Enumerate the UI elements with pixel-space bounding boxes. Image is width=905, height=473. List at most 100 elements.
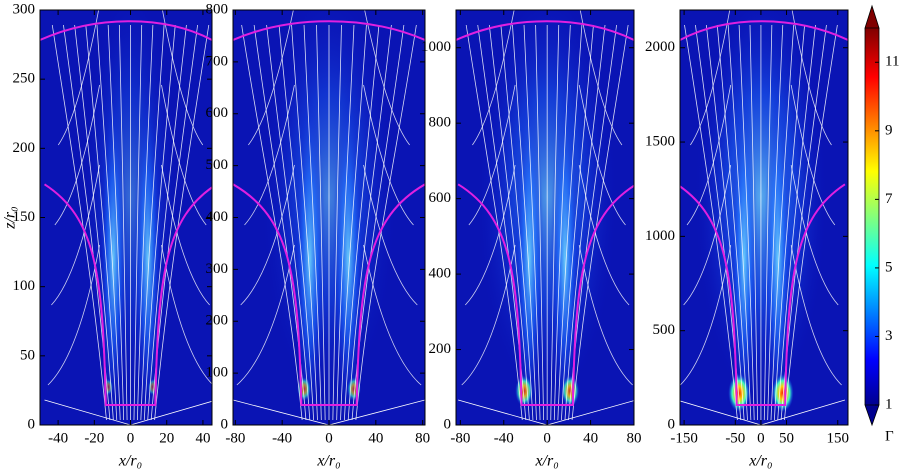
x-tick-label: 80 bbox=[627, 430, 642, 446]
streamline bbox=[578, 164, 630, 306]
streamline bbox=[240, 164, 295, 306]
streamline bbox=[266, 24, 311, 421]
y-tick-label: 100 bbox=[206, 365, 229, 381]
x-tick-label: 50 bbox=[779, 430, 794, 446]
streamline bbox=[355, 24, 417, 421]
streamline bbox=[107, 24, 125, 421]
streamline bbox=[147, 24, 187, 421]
streamline bbox=[547, 400, 634, 425]
x-axis-label: x/r₀ bbox=[748, 453, 772, 470]
colorbar-frame bbox=[864, 28, 880, 405]
streamline bbox=[770, 24, 795, 421]
colorbar-tick-label: 7 bbox=[885, 191, 893, 207]
jet-arm bbox=[99, 93, 128, 425]
x-tick-label: 0 bbox=[325, 430, 333, 446]
x-tick-label: 150 bbox=[827, 430, 850, 446]
colorbar-tick-label: 9 bbox=[885, 122, 893, 138]
axes-frame bbox=[455, 9, 635, 426]
y-tick-label: 600 bbox=[429, 190, 452, 206]
streamline bbox=[749, 24, 758, 421]
streamline bbox=[236, 244, 295, 386]
streamline bbox=[154, 24, 210, 421]
colorbar-extend bbox=[864, 4, 880, 29]
streamline bbox=[488, 24, 530, 421]
streamline bbox=[137, 24, 154, 421]
y-tick-label: 1000 bbox=[421, 39, 451, 55]
streamline bbox=[51, 164, 100, 306]
colorbar-tick-label: 3 bbox=[885, 328, 893, 344]
streamline bbox=[54, 84, 100, 226]
y-tick-label: 400 bbox=[206, 209, 229, 225]
x-tick-label: 80 bbox=[415, 430, 430, 446]
streamline bbox=[523, 24, 541, 421]
y-tick-label: 700 bbox=[206, 53, 229, 69]
streamline bbox=[784, 24, 838, 421]
streamline bbox=[340, 24, 367, 421]
streamline bbox=[791, 10, 832, 146]
y-tick-label: 800 bbox=[429, 115, 452, 131]
heatmap bbox=[680, 10, 848, 425]
y-tick-label: 0 bbox=[221, 416, 229, 432]
x-tick-label: 20 bbox=[159, 430, 174, 446]
streamline bbox=[51, 24, 107, 421]
streamline bbox=[716, 24, 748, 421]
streamline bbox=[683, 164, 732, 306]
streamline bbox=[571, 24, 629, 421]
contour bbox=[233, 20, 425, 41]
streamline bbox=[684, 24, 738, 421]
streamline bbox=[760, 399, 846, 425]
y-tick-label: 500 bbox=[206, 157, 229, 173]
streamline bbox=[343, 24, 380, 421]
streamline bbox=[316, 24, 326, 421]
y-tick-label: 800 bbox=[206, 1, 229, 17]
x-axis-label: x/r₀ bbox=[534, 453, 558, 470]
y-tick-label: 0 bbox=[668, 416, 676, 432]
streamline bbox=[143, 24, 176, 421]
streamline bbox=[328, 399, 425, 425]
x-axis-label: x/r₀ bbox=[118, 453, 142, 470]
streamline bbox=[535, 24, 545, 421]
contour bbox=[680, 183, 846, 406]
streamline bbox=[278, 24, 315, 421]
streamline bbox=[578, 244, 633, 386]
streamline bbox=[248, 10, 294, 146]
streamline bbox=[133, 24, 143, 421]
y-tick-label: 1500 bbox=[645, 133, 675, 149]
streamline bbox=[162, 10, 204, 146]
streamline bbox=[303, 24, 322, 421]
contour bbox=[680, 20, 848, 41]
contour bbox=[43, 183, 212, 406]
y-tick-label: 200 bbox=[206, 313, 229, 329]
x-tick-label: 0 bbox=[127, 430, 135, 446]
y-tick-label: 200 bbox=[429, 341, 452, 357]
streamline bbox=[161, 84, 207, 226]
colorbar bbox=[865, 28, 879, 405]
y-axis-label: z/r₀ bbox=[2, 206, 19, 229]
contour bbox=[40, 20, 212, 41]
jet-arm bbox=[550, 93, 580, 425]
streamline bbox=[472, 10, 515, 146]
streamline bbox=[465, 24, 523, 421]
colorbar-tick-label: 11 bbox=[885, 54, 899, 70]
x-tick-label: -40 bbox=[494, 430, 514, 446]
streamline bbox=[564, 24, 606, 421]
y-tick-label: 0 bbox=[28, 416, 36, 432]
x-tick-label: -150 bbox=[670, 430, 698, 446]
streamline bbox=[561, 24, 594, 421]
colorbar-tick-label: 1 bbox=[885, 396, 893, 412]
y-tick-label: 200 bbox=[13, 140, 36, 156]
x-tick-label: 0 bbox=[757, 430, 765, 446]
streamline bbox=[579, 10, 623, 146]
x-tick-label: -50 bbox=[725, 430, 745, 446]
jet-arm bbox=[515, 93, 544, 425]
y-tick-label: 1000 bbox=[645, 228, 675, 244]
streamline bbox=[727, 24, 752, 421]
streamline bbox=[364, 10, 410, 146]
x-tick-label: -20 bbox=[84, 430, 104, 446]
x-axis-label: x/r₀ bbox=[316, 453, 340, 470]
streamline bbox=[790, 244, 842, 386]
streamline bbox=[468, 84, 516, 226]
x-tick-label: -80 bbox=[225, 430, 245, 446]
jet-arm bbox=[133, 93, 162, 425]
